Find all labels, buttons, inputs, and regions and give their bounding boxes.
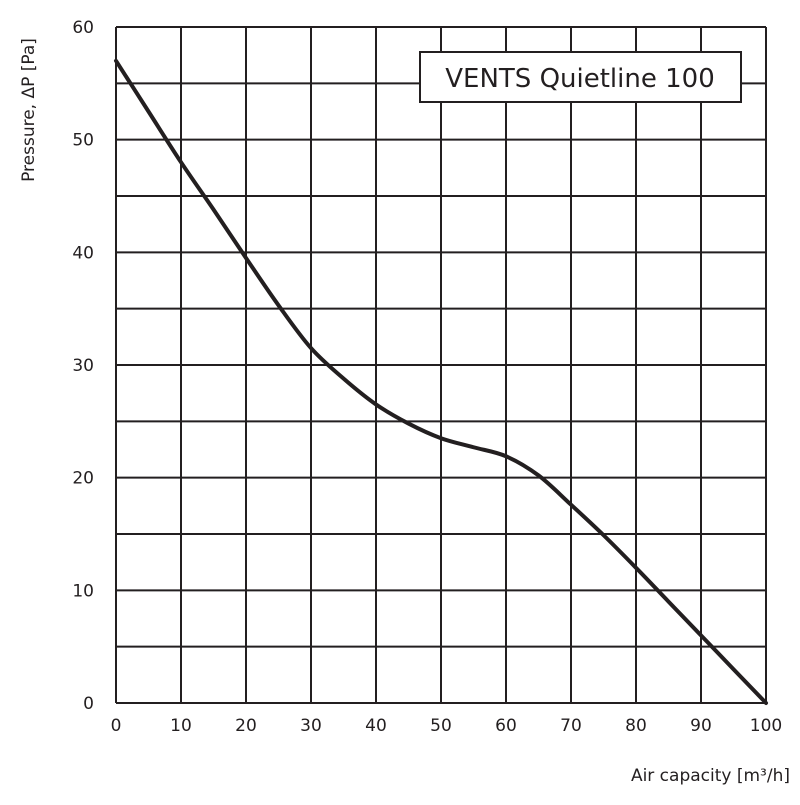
x-tick-label: 20 <box>235 716 257 736</box>
series-line <box>114 58 768 705</box>
x-tick-label: 60 <box>495 716 517 736</box>
x-tick-label: 50 <box>430 716 452 736</box>
y-tick-label: 60 <box>72 18 94 38</box>
y-tick-label: 20 <box>72 469 94 489</box>
y-tick-labels: 0 10 20 30 40 50 60 <box>72 18 94 714</box>
x-axis-label: Air capacity [m³/h] <box>631 766 790 786</box>
x-tick-label: 30 <box>300 716 322 736</box>
y-tick-label: 30 <box>72 356 94 376</box>
title-box <box>419 51 742 103</box>
x-tick-label: 70 <box>560 716 582 736</box>
y-tick-label: 10 <box>72 581 94 601</box>
y-tick-label: 50 <box>72 131 94 151</box>
y-tick-label: 0 <box>83 694 94 714</box>
x-tick-label: 90 <box>690 716 712 736</box>
chart-title: VENTS Quietline 100 <box>445 64 714 94</box>
x-tick-label: 80 <box>625 716 647 736</box>
x-tick-label: 40 <box>365 716 387 736</box>
x-tick-label: 100 <box>750 716 782 736</box>
y-tick-label: 40 <box>72 243 94 263</box>
x-tick-labels: 0 10 20 30 40 50 60 70 80 90 100 <box>111 716 783 736</box>
x-tick-label: 0 <box>111 716 122 736</box>
y-axis-label: Pressure, ΔP [Pa] <box>19 38 39 182</box>
x-tick-label: 10 <box>170 716 192 736</box>
